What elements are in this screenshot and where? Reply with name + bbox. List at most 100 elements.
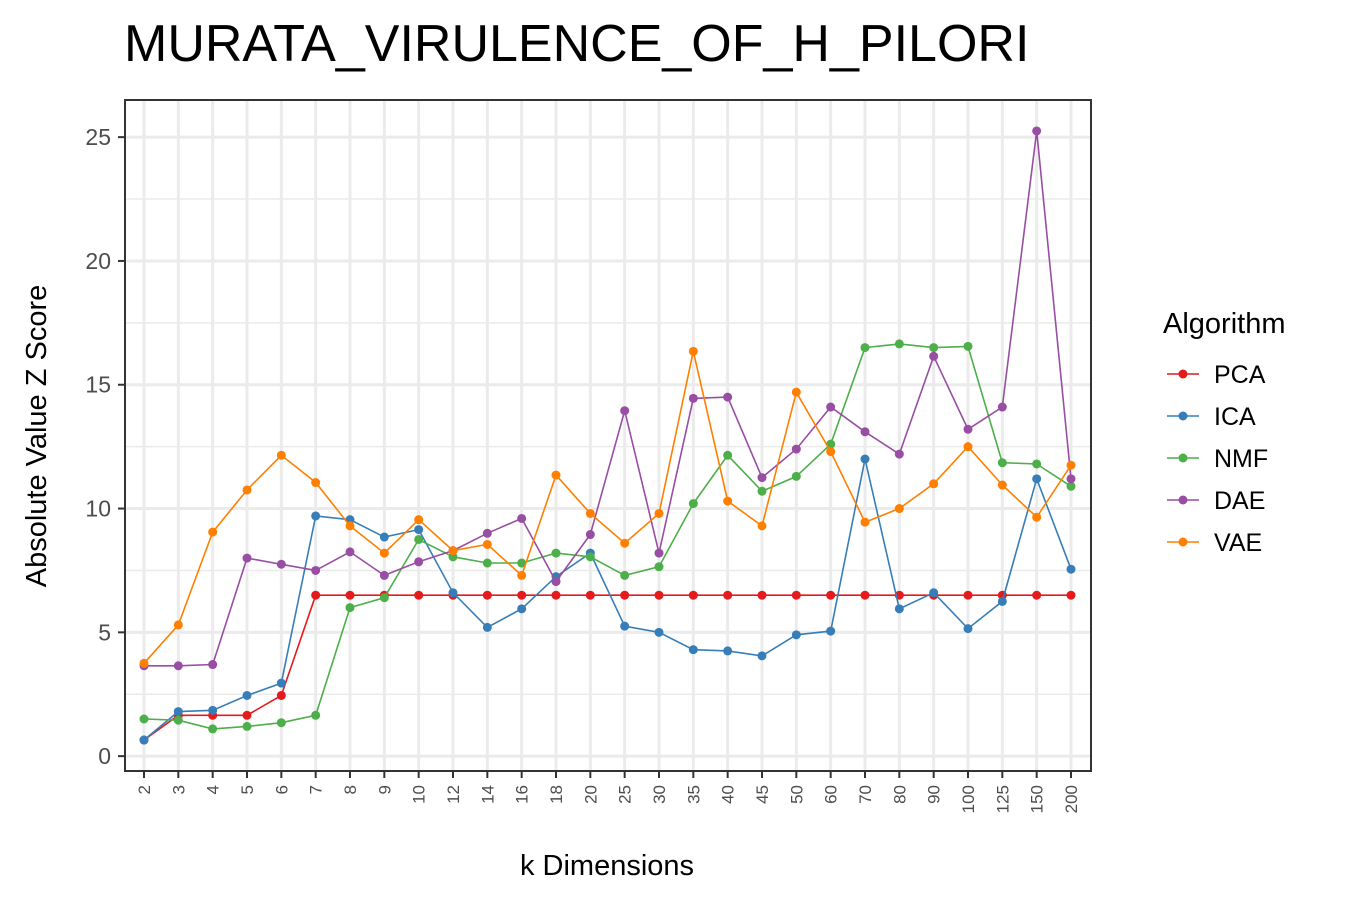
series-layer xyxy=(139,126,1076,745)
x-tick-label: 9 xyxy=(375,785,394,794)
point-nmf xyxy=(723,450,733,460)
point-nmf xyxy=(620,570,630,580)
y-tick-label: 15 xyxy=(85,372,111,398)
point-vae xyxy=(208,527,218,537)
x-tick-label: 16 xyxy=(513,785,532,804)
point-nmf xyxy=(1066,481,1076,491)
point-pca xyxy=(517,590,527,600)
series-line-dae xyxy=(144,130,1072,667)
x-tick-label: 200 xyxy=(1062,785,1081,813)
point-nmf xyxy=(963,341,973,351)
legend: Algorithm PCA ICA NMF DAE VAE xyxy=(1163,308,1286,557)
point-ica xyxy=(242,690,252,700)
point-dae xyxy=(276,559,286,569)
point-vae xyxy=(757,521,767,531)
point-vae xyxy=(688,346,698,356)
point-pca xyxy=(620,590,630,600)
point-vae xyxy=(791,387,801,397)
chart-title: MURATA_VIRULENCE_OF_H_PILORI xyxy=(124,15,1030,73)
series-line-nmf xyxy=(143,343,1072,730)
x-tick-label: 5 xyxy=(238,785,257,794)
point-ica xyxy=(860,454,870,464)
point-vae xyxy=(654,508,664,518)
x-tick-label: 3 xyxy=(169,785,188,794)
x-axis-title: k Dimensions xyxy=(520,850,694,882)
point-vae xyxy=(929,479,939,489)
point-ica xyxy=(173,707,183,717)
legend-label-pca: PCA xyxy=(1214,361,1266,389)
point-dae xyxy=(482,528,492,538)
legend-label-ica: ICA xyxy=(1214,403,1256,431)
point-dae xyxy=(379,570,389,580)
point-ica xyxy=(482,622,492,632)
point-pca xyxy=(860,590,870,600)
point-ica xyxy=(723,646,733,656)
point-ica xyxy=(757,651,767,661)
point-vae xyxy=(860,517,870,527)
series-line-pca xyxy=(143,594,1071,741)
point-dae xyxy=(826,402,836,412)
point-pca xyxy=(345,590,355,600)
point-nmf xyxy=(517,558,527,568)
legend-label-vae: VAE xyxy=(1214,529,1262,557)
point-nmf xyxy=(757,486,767,496)
point-nmf xyxy=(414,534,424,544)
point-ica xyxy=(826,626,836,636)
point-dae xyxy=(757,473,767,483)
point-dae xyxy=(894,449,904,459)
point-pca xyxy=(757,590,767,600)
legend-label-dae: DAE xyxy=(1214,487,1265,515)
x-tick-label: 2 xyxy=(135,785,154,794)
point-dae xyxy=(688,393,698,403)
y-tick-label: 0 xyxy=(98,743,111,769)
point-dae xyxy=(517,513,527,523)
point-dae xyxy=(654,548,664,558)
legend-point-nmf xyxy=(1178,453,1188,463)
point-vae xyxy=(997,480,1007,490)
point-pca xyxy=(482,590,492,600)
point-ica xyxy=(311,511,321,521)
point-nmf xyxy=(208,724,218,734)
point-vae xyxy=(517,570,527,580)
point-dae xyxy=(929,351,939,361)
point-dae xyxy=(963,424,973,434)
point-nmf xyxy=(791,471,801,481)
x-tick-label: 6 xyxy=(272,785,291,794)
x-tick-label: 25 xyxy=(616,785,635,804)
point-nmf xyxy=(688,499,698,509)
point-pca xyxy=(963,590,973,600)
point-dae xyxy=(173,661,183,671)
legend-point-ica xyxy=(1178,411,1188,421)
point-ica xyxy=(208,705,218,715)
point-pca xyxy=(688,590,698,600)
point-dae xyxy=(311,565,321,575)
x-tick-label: 100 xyxy=(959,785,978,813)
plot-background xyxy=(125,100,1091,771)
x-axis: 2 3 4 5 6 7 8 9 10 12 14 16 18 20 25 30 35 40 45 50 60 70 80 90… xyxy=(135,771,1081,813)
point-nmf xyxy=(345,603,355,613)
point-dae xyxy=(791,444,801,454)
point-dae xyxy=(585,530,595,540)
point-dae xyxy=(1066,474,1076,484)
point-ica xyxy=(620,621,630,631)
point-pca xyxy=(414,590,424,600)
x-tick-label: 8 xyxy=(341,785,360,794)
point-vae xyxy=(551,470,561,480)
legend-point-vae xyxy=(1178,537,1188,547)
x-tick-label: 90 xyxy=(925,785,944,804)
point-vae xyxy=(311,478,321,488)
point-vae xyxy=(1032,512,1042,522)
point-ica xyxy=(894,604,904,614)
legend-point-pca xyxy=(1178,369,1188,379)
point-nmf xyxy=(379,593,389,603)
series-line-vae xyxy=(143,351,1072,664)
x-tick-label: 35 xyxy=(684,785,703,804)
plot-border xyxy=(124,99,1092,772)
point-dae xyxy=(620,406,630,416)
x-tick-label: 7 xyxy=(307,785,326,794)
point-ica xyxy=(1032,474,1042,484)
point-ica xyxy=(963,624,973,634)
point-vae xyxy=(620,538,630,548)
point-vae xyxy=(379,548,389,558)
